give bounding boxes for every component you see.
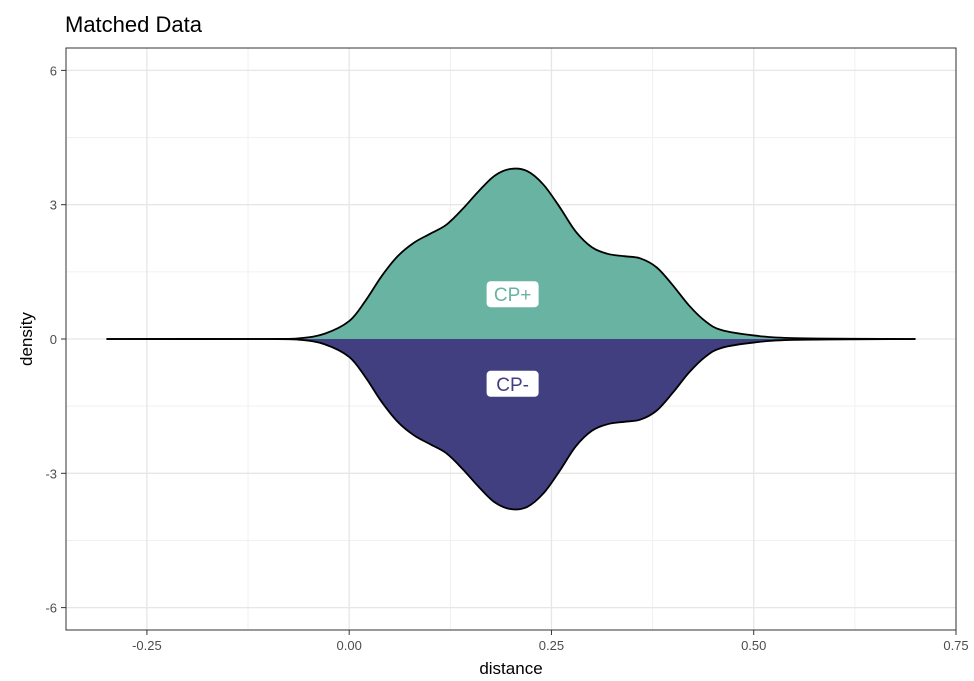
label-box <box>486 281 539 308</box>
y-tick-label: -3 <box>45 466 57 481</box>
y-axis-title: density <box>17 312 36 366</box>
area-cp-fill <box>106 168 916 340</box>
series-label: CP- <box>496 375 529 396</box>
x-tick-label: 0.50 <box>741 638 766 653</box>
x-tick-label: 0.25 <box>539 638 564 653</box>
density-areas <box>106 167 916 511</box>
y-tick-label: 6 <box>50 63 57 78</box>
y-tick-label: 3 <box>50 198 57 213</box>
y-axis: -6 -3 0 3 6 <box>45 63 66 616</box>
area-labels: CP+ CP- <box>486 281 539 397</box>
area-cp-fill <box>106 338 916 510</box>
x-axis-title: distance <box>479 659 542 678</box>
y-tick-label: 0 <box>50 332 57 347</box>
x-tick-label: 0.75 <box>943 638 968 653</box>
label-box <box>486 370 539 397</box>
series-label: CP+ <box>494 285 532 306</box>
x-tick-label: -0.25 <box>132 638 162 653</box>
area-cp-outline <box>106 167 916 340</box>
y-tick-label: -6 <box>45 601 57 616</box>
x-tick-label: 0.00 <box>337 638 362 653</box>
area-cp-outline <box>106 338 916 511</box>
chart-title: Matched Data <box>65 12 203 37</box>
x-axis: -0.25 0.00 0.25 0.50 0.75 <box>132 630 969 653</box>
